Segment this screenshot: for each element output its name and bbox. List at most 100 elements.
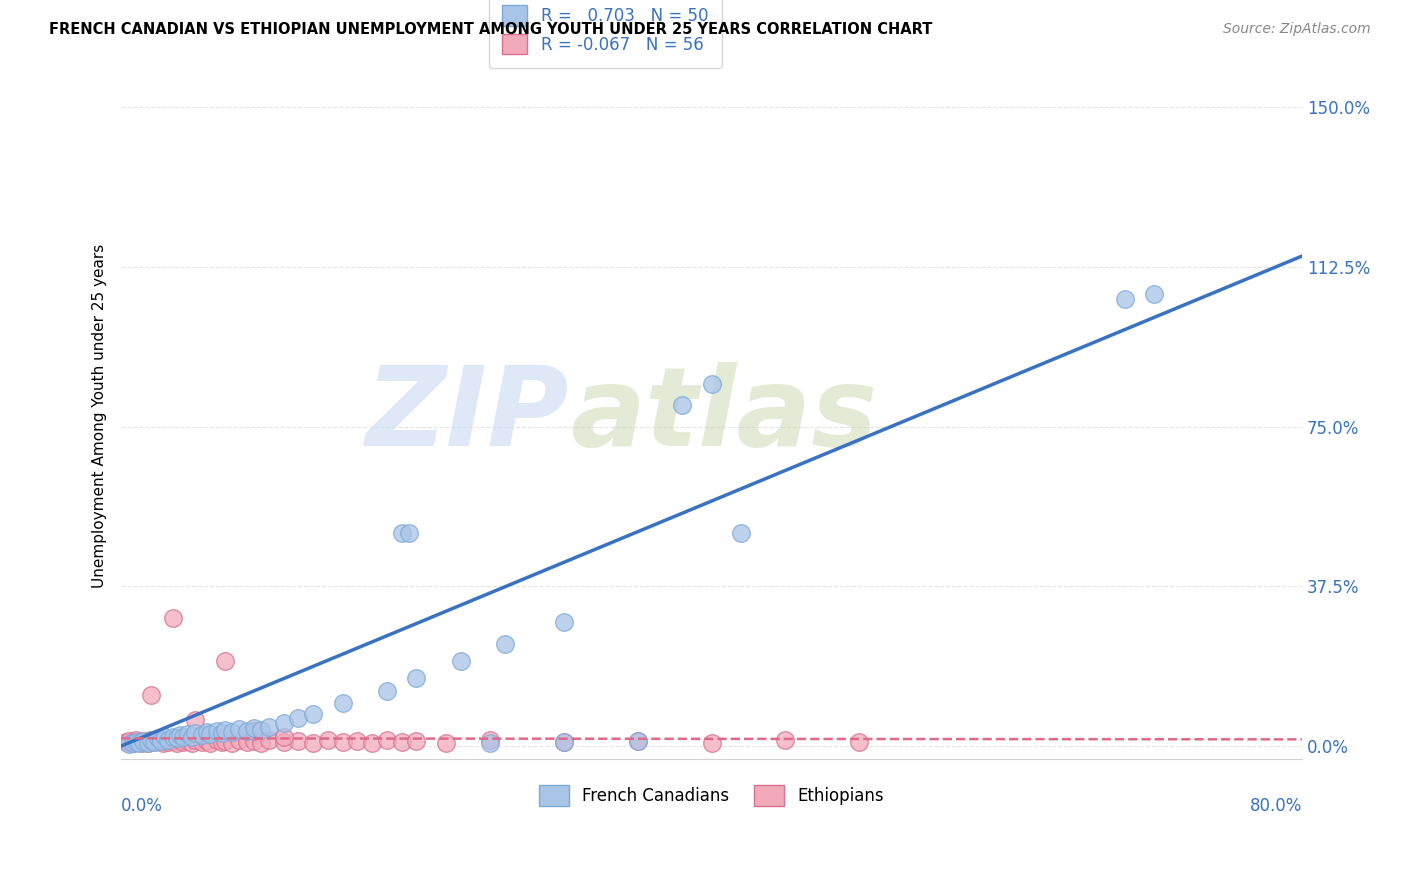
Text: ZIP: ZIP — [367, 362, 569, 469]
Point — [134, 734, 156, 748]
Point — [191, 735, 214, 749]
Point — [150, 734, 173, 748]
Point — [162, 611, 184, 625]
Point — [157, 732, 180, 747]
Point — [155, 731, 177, 745]
Point — [221, 736, 243, 750]
Point — [302, 707, 325, 722]
Point — [479, 736, 502, 750]
Point — [125, 735, 148, 749]
Point — [176, 727, 198, 741]
Point — [184, 726, 207, 740]
Point — [398, 526, 420, 541]
Point — [332, 735, 354, 749]
Point — [117, 737, 139, 751]
Point — [166, 736, 188, 750]
Point — [184, 714, 207, 728]
Point — [191, 728, 214, 742]
Point — [250, 736, 273, 750]
Point — [375, 683, 398, 698]
Point — [627, 734, 650, 748]
Text: Source: ZipAtlas.com: Source: ZipAtlas.com — [1223, 22, 1371, 37]
Point — [166, 731, 188, 746]
Text: 0.0%: 0.0% — [121, 797, 163, 814]
Point — [172, 735, 194, 749]
Point — [1114, 292, 1136, 306]
Point — [198, 736, 221, 750]
Point — [361, 736, 384, 750]
Point — [700, 736, 723, 750]
Legend: French Canadians, Ethiopians: French Canadians, Ethiopians — [531, 779, 891, 813]
Point — [136, 736, 159, 750]
Point — [627, 734, 650, 748]
Point — [257, 732, 280, 747]
Point — [146, 734, 169, 748]
Point — [553, 735, 575, 749]
Point — [671, 398, 693, 412]
Point — [142, 735, 165, 749]
Point — [136, 736, 159, 750]
Point — [235, 724, 257, 739]
Point — [553, 615, 575, 630]
Point — [214, 723, 236, 737]
Point — [273, 731, 295, 745]
Point — [128, 736, 150, 750]
Point — [1143, 287, 1166, 301]
Point — [391, 526, 413, 541]
Point — [243, 721, 266, 735]
Point — [125, 732, 148, 747]
Point — [316, 732, 339, 747]
Point — [139, 732, 162, 747]
Point — [243, 724, 266, 739]
Point — [162, 734, 184, 748]
Point — [450, 654, 472, 668]
Point — [132, 734, 155, 748]
Text: FRENCH CANADIAN VS ETHIOPIAN UNEMPLOYMENT AMONG YOUTH UNDER 25 YEARS CORRELATION: FRENCH CANADIAN VS ETHIOPIAN UNEMPLOYMEN… — [49, 22, 932, 37]
Y-axis label: Unemployment Among Youth under 25 years: Unemployment Among Youth under 25 years — [93, 244, 107, 588]
Text: atlas: atlas — [569, 362, 877, 469]
Point — [184, 732, 207, 747]
Point — [172, 731, 194, 745]
Point — [122, 736, 145, 750]
Point — [155, 732, 177, 747]
Point — [494, 637, 516, 651]
Point — [114, 735, 136, 749]
Point — [302, 736, 325, 750]
Point — [332, 697, 354, 711]
Point — [146, 731, 169, 746]
Point — [139, 688, 162, 702]
Point — [117, 734, 139, 748]
Point — [405, 734, 427, 748]
Point — [273, 735, 295, 749]
Point — [775, 732, 797, 747]
Point — [257, 720, 280, 734]
Point — [162, 730, 184, 744]
Point — [128, 735, 150, 749]
Point — [228, 722, 250, 736]
Point — [434, 736, 457, 750]
Point — [221, 725, 243, 739]
Point — [287, 734, 309, 748]
Point — [211, 726, 233, 740]
Point — [243, 734, 266, 748]
Point — [214, 734, 236, 748]
Text: 80.0%: 80.0% — [1250, 797, 1302, 814]
Point — [375, 732, 398, 747]
Point — [205, 724, 228, 739]
Point — [176, 734, 198, 748]
Point — [346, 734, 368, 748]
Point — [553, 735, 575, 749]
Point — [479, 732, 502, 747]
Point — [157, 735, 180, 749]
Point — [195, 725, 218, 739]
Point — [205, 732, 228, 747]
Point — [405, 671, 427, 685]
Point — [211, 735, 233, 749]
Point — [273, 715, 295, 730]
Point — [214, 654, 236, 668]
Point — [235, 735, 257, 749]
Point — [287, 711, 309, 725]
Point — [122, 736, 145, 750]
Point — [195, 734, 218, 748]
Point — [139, 732, 162, 747]
